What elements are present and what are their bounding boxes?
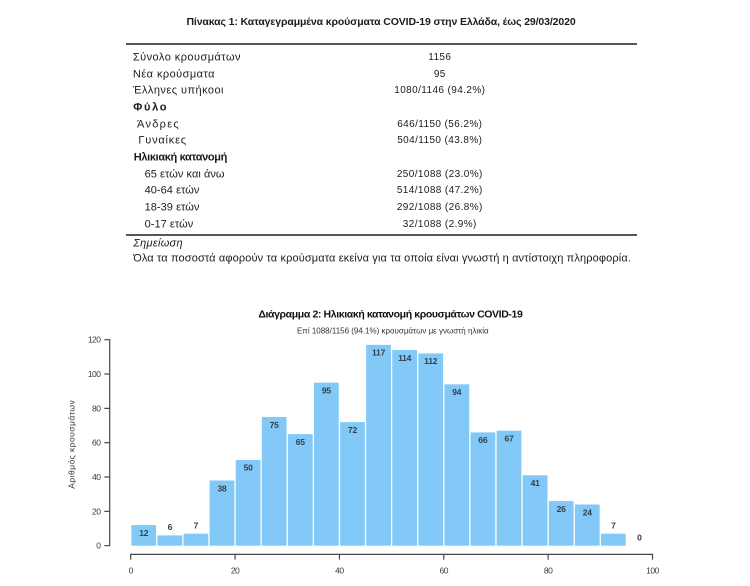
svg-text:12: 12 (139, 528, 149, 538)
svg-text:72: 72 (348, 425, 358, 435)
svg-text:117: 117 (372, 348, 386, 358)
svg-text:114: 114 (398, 353, 412, 363)
svg-text:66: 66 (478, 435, 488, 445)
svg-text:94: 94 (452, 387, 462, 397)
svg-text:Διάγραμμα 2: Ηλικιακή κατανομή: Διάγραμμα 2: Ηλικιακή κατανομή κρουσμάτω… (258, 309, 523, 321)
svg-text:112: 112 (424, 356, 438, 366)
svg-text:Αριθμός κρουσμάτων: Αριθμός κρουσμάτων (67, 400, 77, 489)
svg-text:60: 60 (440, 565, 449, 575)
svg-text:60: 60 (92, 438, 101, 448)
svg-text:0: 0 (637, 532, 642, 542)
svg-text:65: 65 (296, 437, 306, 447)
svg-text:100: 100 (646, 565, 659, 575)
svg-text:100: 100 (88, 369, 101, 379)
svg-text:24: 24 (583, 507, 593, 517)
svg-text:41: 41 (531, 478, 541, 488)
svg-text:7: 7 (611, 520, 616, 530)
svg-text:40: 40 (335, 565, 344, 575)
svg-text:50: 50 (244, 463, 254, 473)
svg-text:40: 40 (92, 472, 101, 482)
svg-text:80: 80 (92, 403, 101, 413)
svg-text:80: 80 (544, 565, 553, 575)
svg-text:20: 20 (92, 506, 101, 516)
svg-text:0: 0 (96, 541, 101, 551)
svg-text:7: 7 (194, 520, 199, 530)
svg-text:0: 0 (129, 565, 134, 575)
svg-text:67: 67 (504, 433, 514, 443)
svg-text:75: 75 (270, 420, 280, 430)
svg-text:120: 120 (88, 335, 101, 345)
svg-text:Επί 1088/1156 (94.1%) κρουσμάτ: Επί 1088/1156 (94.1%) κρουσμάτων με γνωσ… (297, 326, 489, 335)
svg-text:6: 6 (168, 522, 173, 532)
svg-text:38: 38 (217, 483, 227, 493)
svg-text:95: 95 (322, 385, 332, 395)
svg-text:20: 20 (231, 565, 240, 575)
svg-text:26: 26 (557, 504, 567, 514)
